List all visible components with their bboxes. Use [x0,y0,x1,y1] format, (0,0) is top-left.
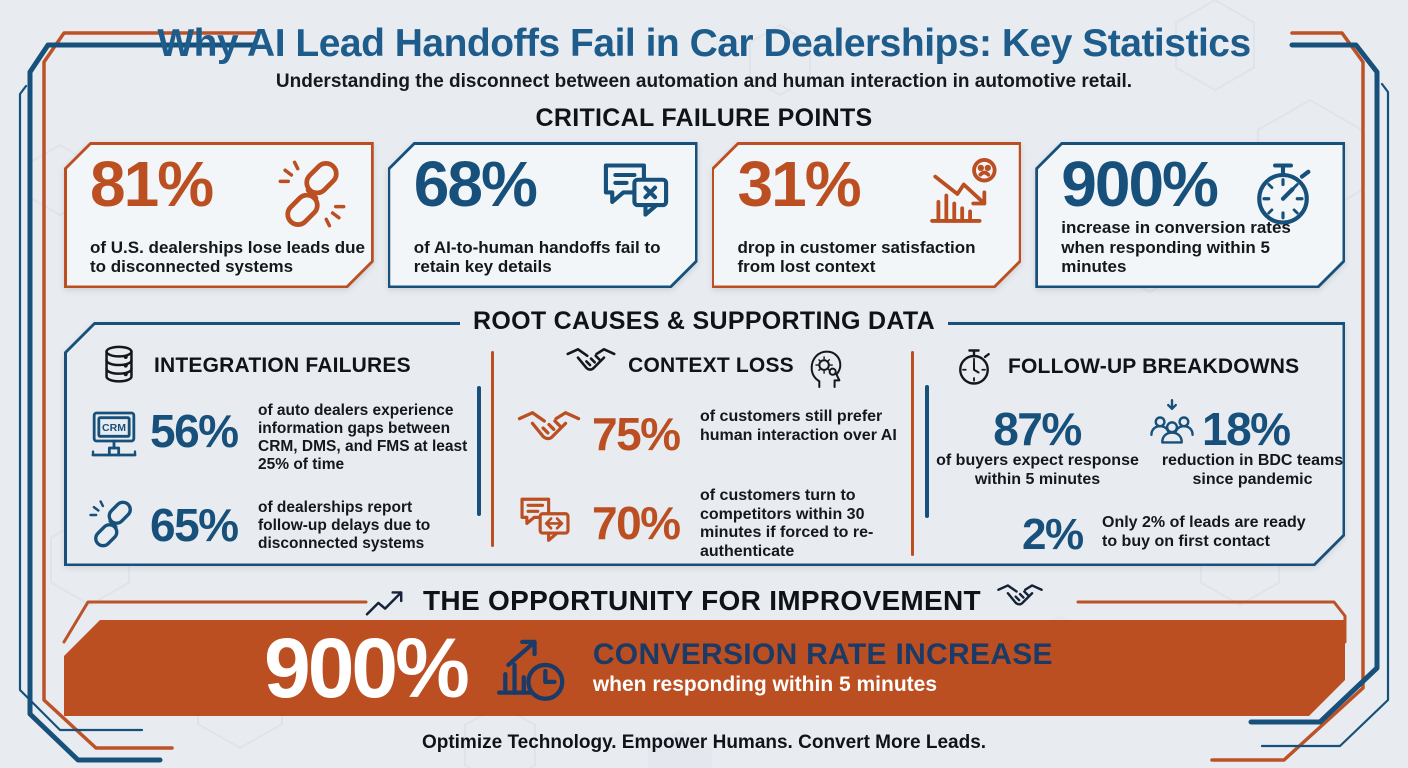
column-title: CONTEXT LOSS [628,354,794,377]
stat-value: 31% [737,148,862,220]
column-divider-orange [491,351,494,547]
context-loss-heading: CONTEXT LOSS [520,342,892,390]
stat-value: 70% [592,497,681,549]
stat-value: 87% [993,403,1082,455]
column-title: INTEGRATION FAILURES [154,354,411,377]
handshake-icon [565,345,617,387]
root-causes-box [64,322,1345,566]
column-divider-orange [911,351,914,556]
conversion-banner: 900% CONVERSION RATE INCREASE when respo… [64,620,1345,716]
stat-value: 2% [1022,510,1084,559]
people-down-icon [1146,398,1198,450]
chat-error-icon [598,156,674,232]
column-title: FOLLOW-UP BREAKDOWNS [1008,355,1300,378]
stat-value: 56% [150,405,239,457]
banner-texts: CONVERSION RATE INCREASE when responding… [593,639,1053,698]
stat-description: of customers turn to competitors within … [700,487,874,560]
stat-description: of AI-to-human handoffs fail to retain k… [413,237,661,277]
follow-up-breakdowns-heading: FOLLOW-UP BREAKDOWNS [952,344,1299,390]
integration-failures-heading: INTEGRATION FAILURES [96,342,411,390]
svg-text:CRM: CRM [102,422,126,434]
stat-value: 65% [150,499,239,551]
broken-chain-icon [86,497,140,551]
opportunity-heading-text: THE OPPORTUNITY FOR IMPROVEMENT [423,585,981,616]
stat-description: increase in conversion rates when respon… [1061,217,1291,277]
card-background [1038,145,1343,286]
stat-card-disconnected-systems: 81% of U.S. dealerships lose leads due t… [64,142,374,288]
box-background [67,325,1343,564]
stopwatch-icon [952,344,996,390]
stat-description: Only 2% of leads are ready to buy on fir… [1102,514,1306,550]
stat-description: of customers still prefer human interact… [700,408,897,444]
page-title: Why AI Lead Handoffs Fail in Car Dealers… [157,22,1251,65]
stopwatch-icon [1245,156,1321,232]
critical-failure-cards: 81% of U.S. dealerships lose leads due t… [64,142,1345,288]
trend-up-arrow-icon [363,582,409,620]
database-icon [96,342,142,390]
banner-title: CONVERSION RATE INCREASE [592,637,1053,671]
crm-monitor-icon: CRM [86,406,142,462]
column-divider-blue [925,385,929,518]
declining-chart-sad-icon [921,156,997,232]
chart-clock-icon [493,631,573,705]
chat-arrows-icon [516,492,574,550]
stat-description: reduction in BDC teams since pandemic [1161,452,1344,488]
stat-description: of U.S. dealerships lose leads due to di… [90,237,365,277]
page-subtitle: Understanding the disconnect between aut… [275,71,1133,92]
banner-value: 900% [264,621,467,715]
stat-card-conversion-increase: 900% increase in conversion rates when r… [1035,142,1345,288]
stat-value: 75% [592,408,681,460]
stat-value: 81% [90,148,214,220]
stat-description: drop in customer satisfaction from lost … [737,237,976,277]
handshake-icon [995,582,1045,620]
card-background [714,145,1019,286]
root-causes-heading: ROOT CAUSES & SUPPORTING DATA [0,307,1408,336]
card-background [67,145,372,286]
critical-failure-points-heading: CRITICAL FAILURE POINTS [535,104,873,132]
stat-description: of auto dealers experience information g… [258,402,468,473]
stat-value: 900% [1061,148,1219,220]
broken-chain-icon [274,156,350,232]
stat-card-handoff-failures: 68% of AI-to-human handoffs fail to reta… [388,142,698,288]
stat-card-satisfaction-drop: 31% drop in customer satisfaction from l… [712,142,1022,288]
stat-value: 68% [413,148,538,220]
head-gears-icon [805,342,847,390]
root-causes-heading-text: ROOT CAUSES & SUPPORTING DATA [460,307,948,335]
stat-value: 18% [1202,403,1291,455]
stat-description: of dealerships report follow-up delays d… [258,499,431,552]
banner-subtitle: when responding within 5 minutes [592,673,938,697]
footer-tagline: Optimize Technology. Empower Humans. Con… [421,732,987,753]
handshake-icon [514,408,584,460]
opportunity-heading: THE OPPORTUNITY FOR IMPROVEMENT [0,582,1408,620]
stat-description: of buyers expect response within 5 minut… [936,452,1139,488]
column-divider-blue [477,386,481,516]
